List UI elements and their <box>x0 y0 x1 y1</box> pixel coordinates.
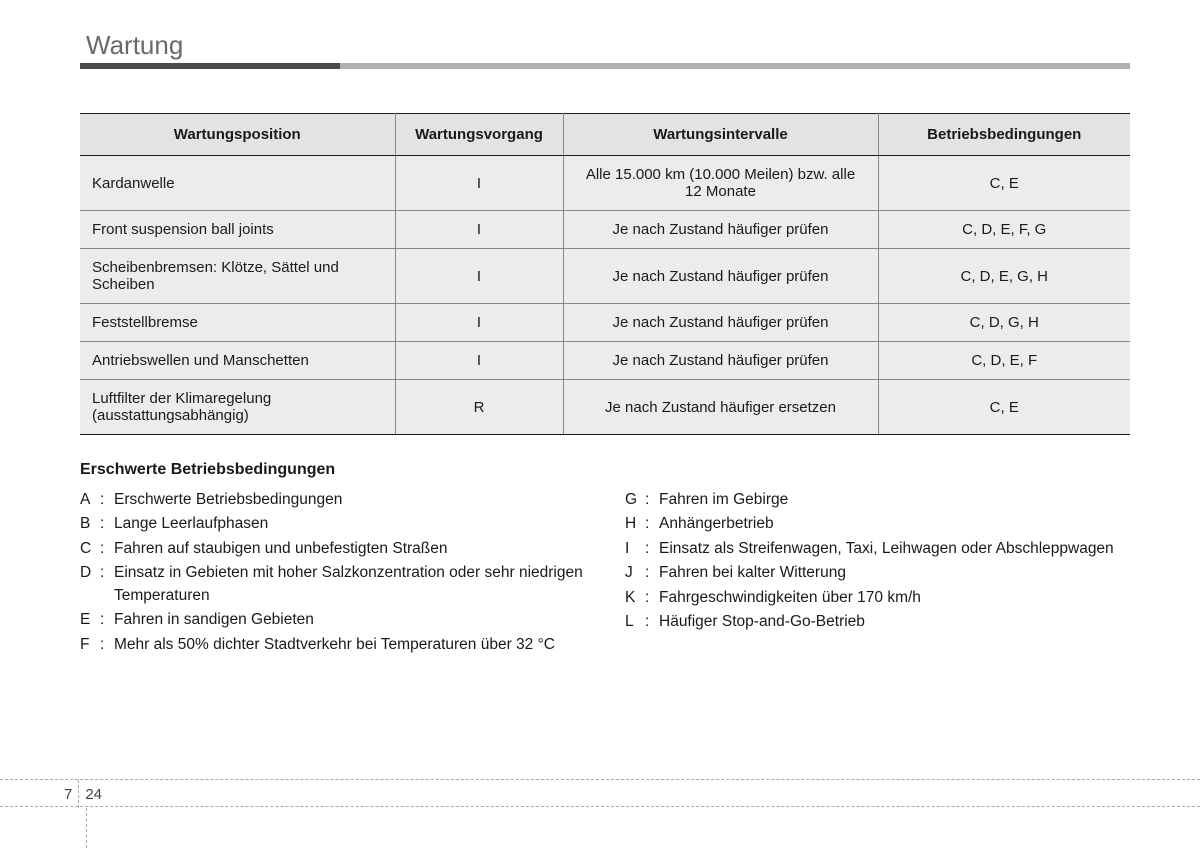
table-cell: C, D, G, H <box>878 304 1130 342</box>
table-header-cell: Wartungsintervalle <box>563 114 878 156</box>
condition-value: Fahren bei kalter Witterung <box>659 562 1130 584</box>
condition-value: Anhängerbetrieb <box>659 513 1130 535</box>
footer-page: 24 <box>85 786 102 803</box>
maintenance-table: WartungspositionWartungsvorgangWartungsi… <box>80 113 1130 435</box>
condition-value: Einsatz als Streifenwagen, Taxi, Leihwag… <box>659 538 1130 560</box>
condition-key: L <box>625 611 645 633</box>
table-cell: Je nach Zustand häufiger ersetzen <box>563 380 878 435</box>
condition-item: J:Fahren bei kalter Witterung <box>625 562 1130 584</box>
condition-item: F:Mehr als 50% dichter Stadtverkehr bei … <box>80 634 585 656</box>
table-cell: Kardanwelle <box>80 156 395 211</box>
table-header-cell: Wartungsvorgang <box>395 114 563 156</box>
condition-item: B:Lange Leerlaufphasen <box>80 513 585 535</box>
condition-value: Erschwerte Betriebsbedingungen <box>114 489 585 511</box>
condition-item: A:Erschwerte Betriebsbedingungen <box>80 489 585 511</box>
table-cell: Je nach Zustand häufiger prüfen <box>563 211 878 249</box>
footer-dash <box>86 808 87 848</box>
conditions-block: Erschwerte Betriebsbedingungen A:Erschwe… <box>80 461 1130 658</box>
header-rule <box>80 63 1130 69</box>
condition-value: Fahren auf staubigen und unbefestigten S… <box>114 538 585 560</box>
table-cell: Feststellbremse <box>80 304 395 342</box>
condition-key: E <box>80 609 100 631</box>
condition-key: D <box>80 562 100 607</box>
condition-key: I <box>625 538 645 560</box>
conditions-title: Erschwerte Betriebsbedingungen <box>80 461 1130 479</box>
table-cell: C, D, E, G, H <box>878 249 1130 304</box>
condition-item: E:Fahren in sandigen Gebieten <box>80 609 585 631</box>
table-row: KardanwelleIAlle 15.000 km (10.000 Meile… <box>80 156 1130 211</box>
condition-item: H:Anhängerbetrieb <box>625 513 1130 535</box>
condition-item: K:Fahrgeschwindigkeiten über 170 km/h <box>625 587 1130 609</box>
condition-item: D:Einsatz in Gebieten mit hoher Salzkonz… <box>80 562 585 607</box>
table-cell: C, E <box>878 156 1130 211</box>
condition-key: J <box>625 562 645 584</box>
condition-key: F <box>80 634 100 656</box>
table-header-cell: Wartungsposition <box>80 114 395 156</box>
condition-item: C:Fahren auf staubigen und unbefestigten… <box>80 538 585 560</box>
condition-value: Häufiger Stop-and-Go-Betrieb <box>659 611 1130 633</box>
condition-item: I:Einsatz als Streifenwagen, Taxi, Leihw… <box>625 538 1130 560</box>
table-cell: C, D, E, F <box>878 342 1130 380</box>
table-cell: R <box>395 380 563 435</box>
condition-value: Mehr als 50% dichter Stadtverkehr bei Te… <box>114 634 585 656</box>
table-row: FeststellbremseIJe nach Zustand häufiger… <box>80 304 1130 342</box>
table-cell: Je nach Zustand häufiger prüfen <box>563 342 878 380</box>
condition-key: B <box>80 513 100 535</box>
table-cell: I <box>395 249 563 304</box>
table-cell: Front suspension ball joints <box>80 211 395 249</box>
table-row: Luftfilter der Klimaregelung (ausstattun… <box>80 380 1130 435</box>
condition-key: G <box>625 489 645 511</box>
table-cell: I <box>395 211 563 249</box>
condition-item: L:Häufiger Stop-and-Go-Betrieb <box>625 611 1130 633</box>
condition-value: Lange Leerlaufphasen <box>114 513 585 535</box>
condition-value: Fahrgeschwindigkeiten über 170 km/h <box>659 587 1130 609</box>
condition-key: C <box>80 538 100 560</box>
table-header-cell: Betriebsbedingungen <box>878 114 1130 156</box>
condition-value: Fahren in sandigen Gebieten <box>114 609 585 631</box>
footer-chapter: 7 <box>64 786 72 803</box>
table-row: Antriebswellen und ManschettenIJe nach Z… <box>80 342 1130 380</box>
table-cell: I <box>395 342 563 380</box>
table-cell: C, D, E, F, G <box>878 211 1130 249</box>
conditions-right-column: G:Fahren im GebirgeH:Anhängerbetrieb I:Ei… <box>625 489 1130 658</box>
table-cell: I <box>395 156 563 211</box>
table-cell: C, E <box>878 380 1130 435</box>
table-row: Scheibenbremsen: Klötze, Sättel und Sche… <box>80 249 1130 304</box>
condition-item: G:Fahren im Gebirge <box>625 489 1130 511</box>
conditions-left-column: A:Erschwerte BetriebsbedingungenB:Lange … <box>80 489 585 658</box>
table-cell: Je nach Zustand häufiger prüfen <box>563 304 878 342</box>
table-row: Front suspension ball jointsIJe nach Zus… <box>80 211 1130 249</box>
condition-value: Einsatz in Gebieten mit hoher Salzkonzen… <box>114 562 585 607</box>
table-cell: Je nach Zustand häufiger prüfen <box>563 249 878 304</box>
table-cell: Antriebswellen und Manschetten <box>80 342 395 380</box>
page-footer: 7 24 <box>0 779 1200 807</box>
page-title: Wartung <box>80 30 1130 61</box>
footer-separator <box>78 780 79 808</box>
condition-key: K <box>625 587 645 609</box>
condition-key: H <box>625 513 645 535</box>
table-cell: Alle 15.000 km (10.000 Meilen) bzw. alle… <box>563 156 878 211</box>
table-cell: Luftfilter der Klimaregelung (ausstattun… <box>80 380 395 435</box>
table-cell: I <box>395 304 563 342</box>
condition-value: Fahren im Gebirge <box>659 489 1130 511</box>
table-cell: Scheibenbremsen: Klötze, Sättel und Sche… <box>80 249 395 304</box>
condition-key: A <box>80 489 100 511</box>
